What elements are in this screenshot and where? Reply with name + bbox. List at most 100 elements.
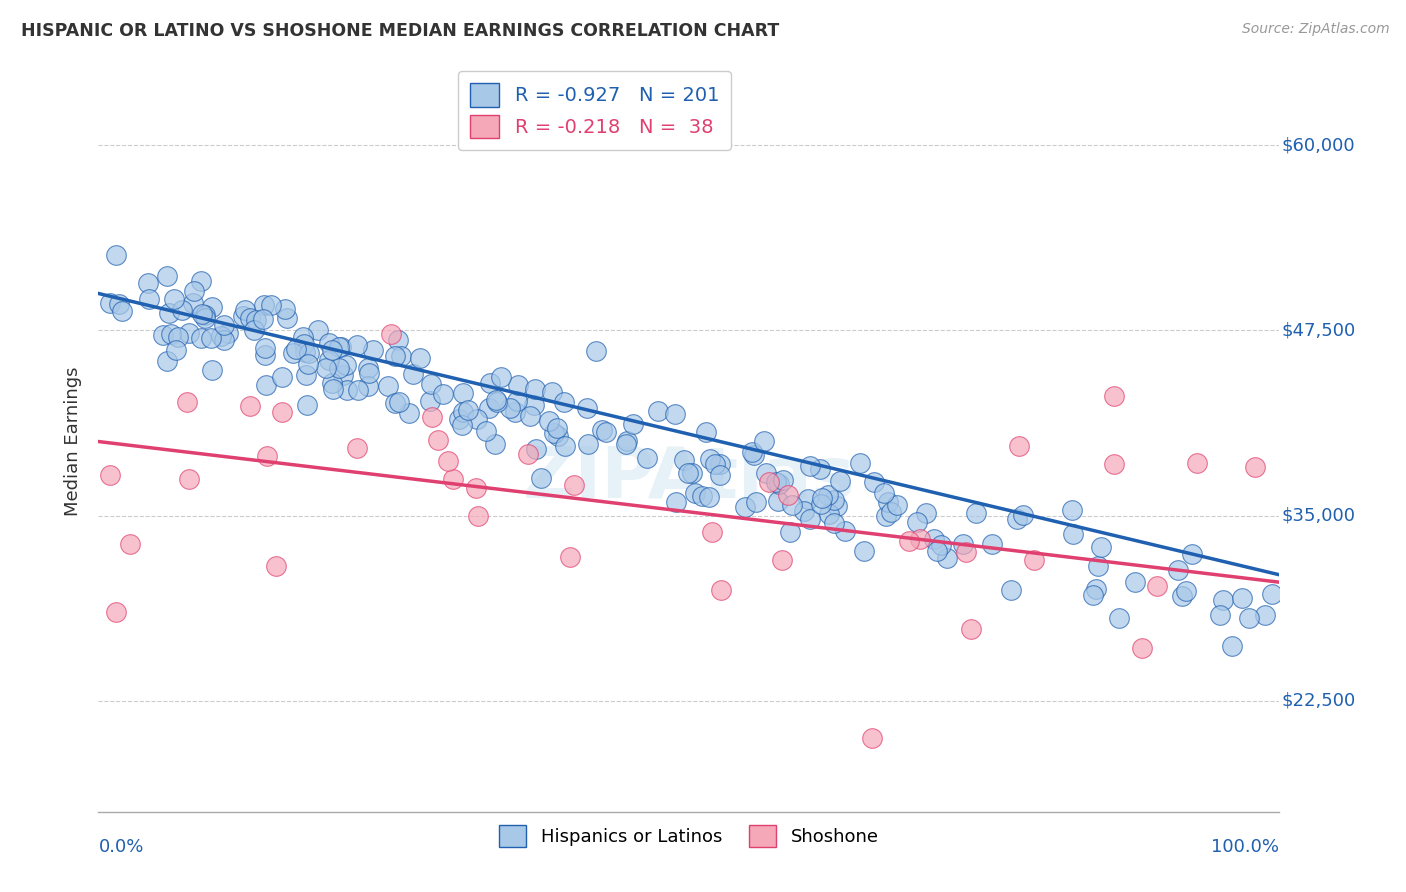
Point — [697, 491, 720, 505]
Point — [1007, 439, 1029, 453]
Point — [755, 466, 778, 480]
Point — [614, 437, 637, 451]
Text: 0.0%: 0.0% — [98, 838, 143, 855]
Point — [1171, 589, 1194, 603]
Point — [541, 385, 564, 400]
Point — [924, 533, 946, 547]
Point — [281, 346, 304, 360]
Point — [478, 401, 501, 415]
Point — [239, 399, 262, 413]
Point — [274, 301, 297, 316]
Point — [506, 393, 529, 408]
Point — [357, 361, 380, 376]
Point — [271, 370, 294, 384]
Point — [111, 304, 134, 318]
Point — [875, 509, 897, 524]
Point — [235, 302, 257, 317]
Point — [1261, 587, 1284, 601]
Point — [177, 326, 200, 341]
Point — [152, 328, 174, 343]
Point — [543, 425, 565, 440]
Point — [591, 423, 613, 437]
Point — [398, 406, 420, 420]
Point — [547, 429, 569, 443]
Point — [562, 478, 585, 492]
Point — [295, 398, 318, 412]
Point — [190, 331, 212, 345]
Point — [664, 408, 686, 422]
Point — [683, 485, 706, 500]
Point — [285, 343, 308, 357]
Point — [797, 491, 820, 506]
Point — [817, 488, 839, 502]
Point — [163, 292, 186, 306]
Point — [346, 441, 368, 455]
Point — [484, 436, 506, 450]
Point — [242, 323, 264, 337]
Point — [138, 292, 160, 306]
Point — [1005, 512, 1028, 526]
Point — [960, 622, 983, 636]
Point — [402, 367, 425, 381]
Point — [212, 318, 235, 332]
Point — [212, 333, 235, 347]
Point — [104, 605, 127, 619]
Point — [1174, 583, 1197, 598]
Point — [700, 524, 723, 539]
Point — [181, 296, 204, 310]
Point — [699, 452, 721, 467]
Point — [908, 532, 931, 546]
Point — [621, 417, 644, 431]
Point — [848, 456, 870, 470]
Point — [200, 331, 222, 345]
Point — [419, 394, 441, 409]
Point — [1060, 503, 1083, 517]
Point — [1146, 579, 1168, 593]
Point — [451, 405, 474, 419]
Point — [336, 384, 359, 398]
Point — [768, 477, 790, 491]
Point — [886, 498, 908, 512]
Point — [346, 384, 368, 398]
Point — [1123, 575, 1146, 590]
Point — [120, 537, 142, 551]
Point — [929, 538, 952, 552]
Point — [799, 458, 821, 473]
Point — [810, 462, 832, 476]
Point — [239, 311, 262, 326]
Point — [252, 298, 274, 312]
Point — [315, 361, 337, 376]
Point — [578, 437, 600, 451]
Point — [1222, 640, 1244, 654]
Point — [328, 361, 350, 376]
Point — [1243, 460, 1265, 475]
Point — [260, 298, 283, 312]
Point — [827, 500, 849, 514]
Point — [98, 468, 121, 483]
Point — [437, 454, 460, 468]
Point — [770, 553, 793, 567]
Point — [294, 344, 316, 359]
Point — [860, 731, 883, 745]
Point — [1102, 389, 1125, 403]
Point — [432, 386, 454, 401]
Point — [451, 418, 474, 433]
Point — [823, 493, 845, 508]
Point — [676, 466, 699, 480]
Point — [1254, 608, 1277, 623]
Point — [361, 343, 384, 357]
Point — [1012, 508, 1035, 522]
Point — [560, 549, 582, 564]
Point — [1230, 591, 1253, 605]
Point — [256, 449, 278, 463]
Point — [537, 414, 560, 428]
Point — [741, 445, 763, 459]
Point — [156, 269, 179, 284]
Text: $22,500: $22,500 — [1282, 691, 1355, 710]
Point — [387, 333, 409, 347]
Point — [1187, 456, 1209, 470]
Point — [817, 507, 839, 521]
Point — [465, 481, 488, 495]
Point — [703, 458, 725, 472]
Point — [441, 473, 464, 487]
